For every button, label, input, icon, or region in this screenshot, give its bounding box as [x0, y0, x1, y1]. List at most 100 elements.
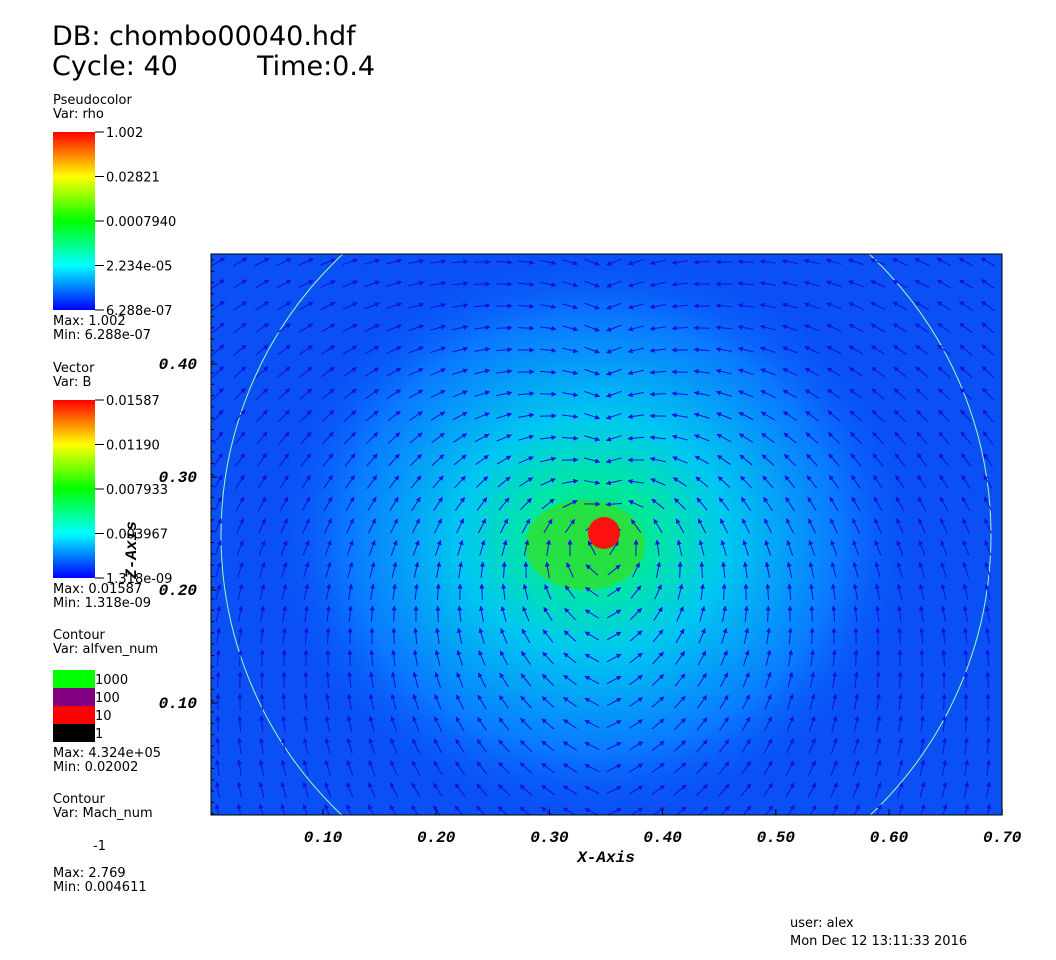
- vector-arrow: [699, 583, 705, 600]
- vector-arrow: [783, 453, 797, 467]
- vector-arrow: [563, 674, 577, 686]
- vector-arrow: [476, 783, 488, 797]
- vector-arrow: [212, 409, 224, 423]
- vector-arrow: [765, 671, 772, 688]
- vector-arrow: [279, 474, 289, 490]
- vector-arrow: [742, 805, 752, 815]
- vector-arrow: [346, 540, 354, 556]
- vector-arrow: [302, 715, 308, 732]
- vector-arrow: [543, 606, 553, 622]
- vector-arrow: [697, 672, 707, 688]
- vector-arrow: [896, 583, 903, 600]
- vector-arrow: [892, 301, 908, 311]
- x-tick-label: 0.20: [417, 829, 456, 847]
- vector-arrow: [718, 739, 730, 753]
- vector-arrow: [277, 323, 292, 333]
- vector-arrow: [303, 671, 309, 689]
- vector-arrow: [759, 302, 776, 309]
- vector-arrow: [782, 411, 797, 421]
- vector-arrow: [936, 257, 952, 267]
- vector-arrow: [876, 693, 881, 710]
- vector-arrow: [743, 605, 749, 623]
- vector-arrow: [697, 650, 707, 666]
- vector-arrow: [786, 716, 794, 732]
- vector-arrow: [832, 671, 838, 688]
- vector-arrow: [628, 741, 644, 751]
- vector-arrow: [677, 561, 683, 579]
- vector-arrow: [605, 412, 622, 420]
- vector-arrow: [369, 561, 376, 578]
- vector-arrow: [497, 806, 508, 815]
- vector-arrow: [412, 539, 420, 556]
- vector-arrow: [698, 628, 706, 644]
- vector-arrow: [254, 257, 270, 267]
- vector-arrow: [562, 785, 578, 795]
- vector-arrow: [211, 300, 225, 312]
- vector-arrow: [782, 346, 798, 354]
- vector-arrow: [960, 409, 972, 423]
- vector-arrow: [478, 650, 486, 666]
- vector-arrow: [937, 366, 951, 378]
- vector-arrow: [985, 671, 991, 689]
- vector-arrow: [216, 627, 222, 644]
- vector-arrow: [985, 627, 990, 644]
- vector-arrow: [300, 431, 312, 445]
- vector-field: [211, 257, 996, 815]
- vector-arrow: [940, 605, 946, 622]
- vector-arrow: [520, 717, 532, 731]
- vector-arrow: [413, 627, 419, 645]
- vector-arrow: [627, 435, 645, 441]
- vector-arrow: [938, 409, 950, 423]
- vector-arrow: [563, 697, 577, 707]
- vector-arrow: [606, 302, 622, 310]
- vector-arrow: [518, 434, 535, 441]
- vector-arrow: [256, 453, 268, 467]
- vector-arrow: [541, 784, 555, 796]
- vector-arrow: [519, 784, 533, 796]
- vector-arrow: [517, 325, 535, 331]
- vector-arrow: [715, 325, 733, 331]
- vector-arrow: [720, 539, 727, 556]
- vector-arrow: [693, 347, 711, 353]
- legend-title: Vector: [53, 361, 95, 376]
- vector-arrow: [897, 627, 903, 645]
- vector-arrow: [454, 475, 466, 489]
- vector-arrow: [237, 561, 244, 578]
- vector-arrow: [541, 696, 555, 708]
- vector-arrow: [783, 432, 797, 444]
- vector-arrow: [562, 763, 578, 773]
- vector-arrow: [564, 585, 576, 599]
- vector-arrow: [325, 561, 332, 578]
- vector-arrow: [344, 431, 356, 445]
- vector-arrow: [652, 807, 665, 815]
- vector-arrow: [919, 781, 926, 798]
- vector-arrow: [831, 715, 838, 732]
- vector-arrow: [629, 719, 644, 729]
- vector-arrow: [302, 759, 309, 776]
- vector-arrow: [959, 322, 973, 334]
- vector-arrow: [740, 497, 752, 511]
- legend-var: Var: rho: [53, 107, 104, 122]
- vector-arrow: [303, 583, 310, 600]
- legend-var: Var: alfven_num: [53, 642, 158, 657]
- vector-arrow: [651, 740, 665, 752]
- vector-arrow: [408, 324, 425, 332]
- vector-arrow: [741, 738, 751, 754]
- vector-arrow: [298, 301, 314, 311]
- vector-arrow: [852, 759, 860, 776]
- vector-arrow: [232, 257, 248, 267]
- vector-arrow: [914, 301, 930, 311]
- vector-arrow: [391, 649, 397, 667]
- vector-arrow: [788, 649, 794, 666]
- vector-arrow: [605, 479, 622, 486]
- vector-arrow: [848, 302, 864, 310]
- vector-arrow: [942, 737, 947, 754]
- vector-arrow: [496, 434, 512, 442]
- vector-arrow: [914, 258, 930, 266]
- vector-arrow: [456, 694, 464, 710]
- vector-arrow: [391, 605, 397, 623]
- vector-arrow: [649, 435, 667, 441]
- vector-arrow: [431, 454, 445, 466]
- vector-arrow: [826, 367, 842, 377]
- vector-arrow: [627, 347, 644, 354]
